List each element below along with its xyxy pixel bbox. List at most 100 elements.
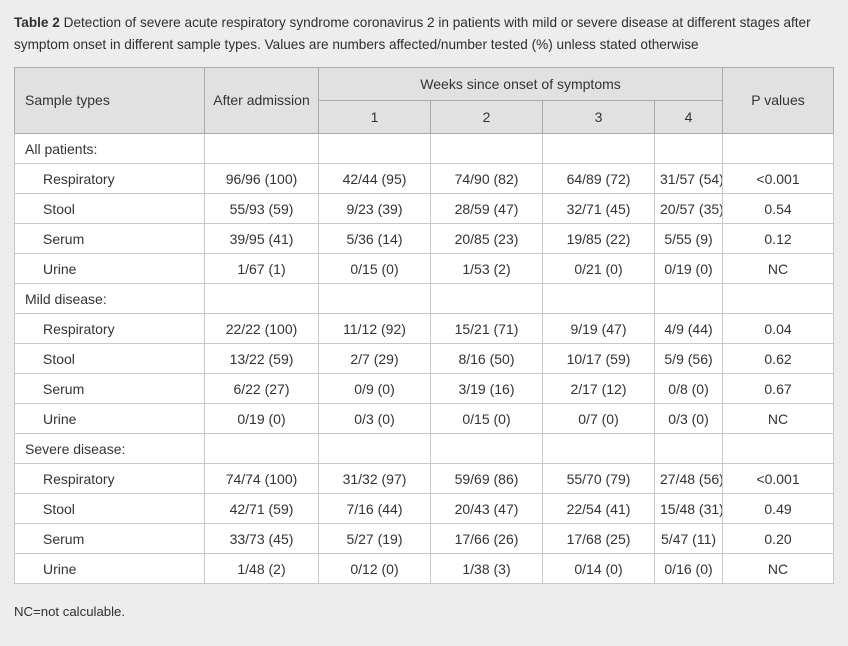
sample-row: Urine 1/67 (1) 0/15 (0) 1/53 (2) 0/21 (0) 0/1…: [14, 253, 834, 285]
value-cell: 5/27 (19): [318, 523, 431, 555]
section-row: Mild disease:: [14, 283, 834, 315]
value-cell: 15/21 (71): [430, 313, 543, 345]
empty-cell: [204, 433, 319, 465]
col-header-after-admission: After admission: [204, 67, 319, 135]
section-row: Severe disease:: [14, 433, 834, 465]
empty-cell: [653, 433, 724, 465]
p-value-cell: 0.20: [722, 523, 834, 555]
sample-type-label: Serum: [14, 223, 205, 255]
results-table: Sample types After admission Weeks since…: [14, 67, 834, 585]
value-cell: 19/85 (22): [542, 223, 655, 255]
value-cell: 32/71 (45): [542, 193, 655, 225]
table-caption: Table 2 Detection of severe acute respir…: [0, 0, 834, 64]
empty-cell: [542, 133, 655, 165]
p-value-cell: 0.62: [722, 343, 834, 375]
sample-row: Respiratory 96/96 (100) 42/44 (95) 74/90 (8…: [14, 163, 834, 195]
value-cell: 74/90 (82): [430, 163, 543, 195]
sample-type-label: Respiratory: [14, 313, 205, 345]
header-row-top: Sample types After admission Weeks since…: [14, 67, 834, 135]
value-cell: 2/7 (29): [318, 343, 431, 375]
empty-cell: [542, 283, 655, 315]
p-value-cell: 0.49: [722, 493, 834, 525]
col-header-p-values: P values: [722, 67, 834, 135]
p-value-cell: <0.001: [722, 163, 834, 195]
empty-cell: [653, 283, 724, 315]
value-cell: 9/19 (47): [542, 313, 655, 345]
value-cell: 33/73 (45): [204, 523, 319, 555]
sample-type-label: Serum: [14, 523, 205, 555]
sample-row: Respiratory 22/22 (100) 11/12 (92) 15/21 (7…: [14, 313, 834, 345]
value-cell: 0/14 (0): [542, 553, 655, 585]
p-value-cell: NC: [722, 253, 834, 285]
empty-cell: [204, 283, 319, 315]
value-cell: 0/19 (0): [653, 253, 724, 285]
table-caption-label: Table 2: [14, 15, 60, 30]
p-value-cell: 0.67: [722, 373, 834, 405]
value-cell: 20/43 (47): [430, 493, 543, 525]
section-label: Mild disease:: [14, 283, 205, 315]
section-row: All patients:: [14, 133, 834, 165]
col-header-week-4: 4: [653, 100, 724, 135]
sample-row: Stool 42/71 (59) 7/16 (44) 20/43 (47) 22/54 …: [14, 493, 834, 525]
value-cell: 0/3 (0): [653, 403, 724, 435]
value-cell: 5/36 (14): [318, 223, 431, 255]
value-cell: 1/48 (2): [204, 553, 319, 585]
value-cell: 0/3 (0): [318, 403, 431, 435]
value-cell: 1/38 (3): [430, 553, 543, 585]
col-header-week-1: 1: [318, 100, 431, 135]
sample-row: Respiratory 74/74 (100) 31/32 (97) 59/69 (8…: [14, 463, 834, 495]
sample-row: Serum 33/73 (45) 5/27 (19) 17/66 (26) 17/68 …: [14, 523, 834, 555]
section-label: All patients:: [14, 133, 205, 165]
sample-type-label: Urine: [14, 403, 205, 435]
sample-type-label: Stool: [14, 343, 205, 375]
value-cell: 13/22 (59): [204, 343, 319, 375]
value-cell: 20/85 (23): [430, 223, 543, 255]
empty-cell: [430, 133, 543, 165]
value-cell: 0/19 (0): [204, 403, 319, 435]
value-cell: 7/16 (44): [318, 493, 431, 525]
value-cell: 28/59 (47): [430, 193, 543, 225]
empty-cell: [318, 433, 431, 465]
value-cell: 15/48 (31): [653, 493, 724, 525]
empty-cell: [542, 433, 655, 465]
value-cell: 4/9 (44): [653, 313, 724, 345]
value-cell: 0/16 (0): [653, 553, 724, 585]
value-cell: 74/74 (100): [204, 463, 319, 495]
empty-cell: [204, 133, 319, 165]
value-cell: 0/12 (0): [318, 553, 431, 585]
table-body: All patients: Respiratory 96/96 (100) 42/44…: [14, 133, 834, 585]
value-cell: 9/23 (39): [318, 193, 431, 225]
value-cell: 27/48 (56): [653, 463, 724, 495]
value-cell: 1/53 (2): [430, 253, 543, 285]
value-cell: 0/7 (0): [542, 403, 655, 435]
empty-cell: [722, 283, 834, 315]
col-header-sample-types: Sample types: [14, 67, 205, 135]
p-value-cell: 0.04: [722, 313, 834, 345]
sample-type-label: Respiratory: [14, 163, 205, 195]
value-cell: 0/21 (0): [542, 253, 655, 285]
value-cell: 96/96 (100): [204, 163, 319, 195]
value-cell: 1/67 (1): [204, 253, 319, 285]
footnote: NC=not calculable.: [14, 604, 126, 620]
sample-type-label: Stool: [14, 493, 205, 525]
sample-type-label: Respiratory: [14, 463, 205, 495]
value-cell: 31/32 (97): [318, 463, 431, 495]
value-cell: 0/15 (0): [318, 253, 431, 285]
sample-row: Urine 1/48 (2) 0/12 (0) 1/38 (3) 0/14 (0) 0/1…: [14, 553, 834, 585]
p-value-cell: NC: [722, 553, 834, 585]
value-cell: 39/95 (41): [204, 223, 319, 255]
value-cell: 5/9 (56): [653, 343, 724, 375]
section-label: Severe disease:: [14, 433, 205, 465]
value-cell: 8/16 (50): [430, 343, 543, 375]
empty-cell: [653, 133, 724, 165]
value-cell: 10/17 (59): [542, 343, 655, 375]
table-caption-text: Detection of severe acute respiratory sy…: [14, 15, 811, 53]
col-header-week-3: 3: [542, 100, 655, 135]
value-cell: 0/9 (0): [318, 373, 431, 405]
sample-row: Urine 0/19 (0) 0/3 (0) 0/15 (0) 0/7 (0) 0/3 (…: [14, 403, 834, 435]
value-cell: 2/17 (12): [542, 373, 655, 405]
value-cell: 3/19 (16): [430, 373, 543, 405]
empty-cell: [430, 283, 543, 315]
p-value-cell: 0.54: [722, 193, 834, 225]
value-cell: 6/22 (27): [204, 373, 319, 405]
